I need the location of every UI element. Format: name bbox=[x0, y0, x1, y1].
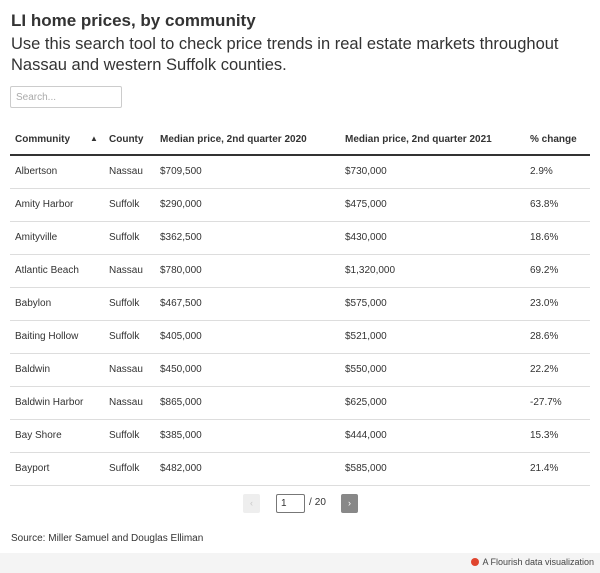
cell-percent-change: 63.8% bbox=[525, 188, 590, 222]
cell-community: Amity Harbor bbox=[10, 188, 104, 222]
table-header-row: Community ▲ County Median price, 2nd quar… bbox=[10, 124, 590, 156]
cell-percent-change: -27.7% bbox=[525, 386, 590, 420]
cell-price-2021: $585,000 bbox=[340, 452, 525, 486]
cell-community: Baldwin Harbor bbox=[10, 386, 104, 420]
table-row: Atlantic Beach Nassau $780,000 $1,320,000 69… bbox=[10, 254, 590, 288]
cell-percent-change: 69.2% bbox=[525, 254, 590, 288]
cell-price-2020: $385,000 bbox=[155, 419, 340, 453]
cell-county: Nassau bbox=[104, 353, 155, 387]
cell-percent-change: 23.0% bbox=[525, 287, 590, 321]
cell-percent-change: 21.4% bbox=[525, 452, 590, 486]
cell-community: Baldwin bbox=[10, 353, 104, 387]
visualization-card: LI home prices, by community Use this se… bbox=[0, 0, 600, 553]
cell-price-2020: $405,000 bbox=[155, 320, 340, 354]
chevron-right-icon: › bbox=[348, 498, 351, 508]
cell-percent-change: 18.6% bbox=[525, 221, 590, 255]
search-input[interactable] bbox=[10, 86, 122, 108]
next-page-button[interactable]: › bbox=[341, 494, 358, 513]
cell-county: Suffolk bbox=[104, 320, 155, 354]
cell-county: Suffolk bbox=[104, 452, 155, 486]
cell-price-2021: $430,000 bbox=[340, 221, 525, 255]
cell-percent-change: 15.3% bbox=[525, 419, 590, 453]
column-header-county[interactable]: County bbox=[104, 124, 155, 156]
cell-price-2020: $362,500 bbox=[155, 221, 340, 255]
cell-price-2020: $450,000 bbox=[155, 353, 340, 387]
cell-price-2020: $290,000 bbox=[155, 188, 340, 222]
cell-county: Nassau bbox=[104, 254, 155, 288]
column-header-percent-change[interactable]: % change bbox=[525, 124, 590, 156]
cell-community: Bay Shore bbox=[10, 419, 104, 453]
cell-price-2021: $444,000 bbox=[340, 419, 525, 453]
page-total: /20 bbox=[309, 497, 326, 508]
cell-price-2021: $1,320,000 bbox=[340, 254, 525, 288]
cell-percent-change: 2.9% bbox=[525, 155, 590, 189]
cell-community: Baiting Hollow bbox=[10, 320, 104, 354]
cell-community: Albertson bbox=[10, 155, 104, 189]
cell-price-2020: $709,500 bbox=[155, 155, 340, 189]
cell-county: Nassau bbox=[104, 386, 155, 420]
page-title: LI home prices, by community bbox=[11, 11, 256, 30]
flourish-credit-label: A Flourish data visualization bbox=[482, 557, 594, 567]
cell-price-2021: $575,000 bbox=[340, 287, 525, 321]
table-row: Baiting Hollow Suffolk $405,000 $521,000 28.… bbox=[10, 320, 590, 354]
cell-county: Suffolk bbox=[104, 188, 155, 222]
column-header-price-2021[interactable]: Median price, 2nd quarter 2021 bbox=[340, 124, 525, 156]
flourish-logo-icon bbox=[471, 558, 480, 566]
cell-price-2021: $550,000 bbox=[340, 353, 525, 387]
source-note: Source: Miller Samuel and Douglas Ellima… bbox=[11, 533, 204, 544]
table-row: Bayport Suffolk $482,000 $585,000 21.4% bbox=[10, 452, 590, 486]
cell-price-2020: $865,000 bbox=[155, 386, 340, 420]
column-header-label: Community bbox=[15, 133, 70, 145]
chevron-left-icon: ‹ bbox=[250, 498, 253, 508]
cell-community: Babylon bbox=[10, 287, 104, 321]
table-row: Albertson Nassau $709,500 $730,000 2.9% bbox=[10, 155, 590, 189]
table-row: Baldwin Nassau $450,000 $550,000 22.2% bbox=[10, 353, 590, 387]
table-row: Amityville Suffolk $362,500 $430,000 18.6% bbox=[10, 221, 590, 255]
cell-price-2020: $780,000 bbox=[155, 254, 340, 288]
pagination: ‹ /20 › bbox=[0, 494, 600, 513]
page-number-input[interactable] bbox=[276, 494, 305, 513]
page-subtitle: Use this search tool to check price tren… bbox=[11, 35, 559, 74]
table-row: Bay Shore Suffolk $385,000 $444,000 15.3% bbox=[10, 419, 590, 453]
table-row: Babylon Suffolk $467,500 $575,000 23.0% bbox=[10, 287, 590, 321]
column-header-community[interactable]: Community ▲ bbox=[10, 124, 104, 156]
cell-community: Atlantic Beach bbox=[10, 254, 104, 288]
previous-page-button[interactable]: ‹ bbox=[243, 494, 260, 513]
cell-county: Suffolk bbox=[104, 287, 155, 321]
cell-percent-change: 28.6% bbox=[525, 320, 590, 354]
cell-price-2021: $625,000 bbox=[340, 386, 525, 420]
cell-price-2020: $467,500 bbox=[155, 287, 340, 321]
page-separator: / bbox=[309, 497, 312, 508]
table-row: Baldwin Harbor Nassau $865,000 $625,000 -27.… bbox=[10, 386, 590, 420]
cell-price-2020: $482,000 bbox=[155, 452, 340, 486]
cell-price-2021: $521,000 bbox=[340, 320, 525, 354]
cell-county: Suffolk bbox=[104, 221, 155, 255]
cell-price-2021: $730,000 bbox=[340, 155, 525, 189]
cell-price-2021: $475,000 bbox=[340, 188, 525, 222]
table-row: Amity Harbor Suffolk $290,000 $475,000 63.8% bbox=[10, 188, 590, 222]
cell-community: Amityville bbox=[10, 221, 104, 255]
sort-ascending-icon: ▲ bbox=[90, 133, 98, 143]
flourish-credit[interactable]: A Flourish data visualization bbox=[471, 557, 594, 567]
total-pages: 20 bbox=[314, 497, 326, 508]
cell-percent-change: 22.2% bbox=[525, 353, 590, 387]
cell-county: Suffolk bbox=[104, 419, 155, 453]
column-header-price-2020[interactable]: Median price, 2nd quarter 2020 bbox=[155, 124, 340, 156]
cell-community: Bayport bbox=[10, 452, 104, 486]
data-table: Community ▲ County Median price, 2nd quar… bbox=[10, 124, 590, 486]
cell-county: Nassau bbox=[104, 155, 155, 189]
table-body: Albertson Nassau $709,500 $730,000 2.9% Amity… bbox=[10, 155, 590, 486]
